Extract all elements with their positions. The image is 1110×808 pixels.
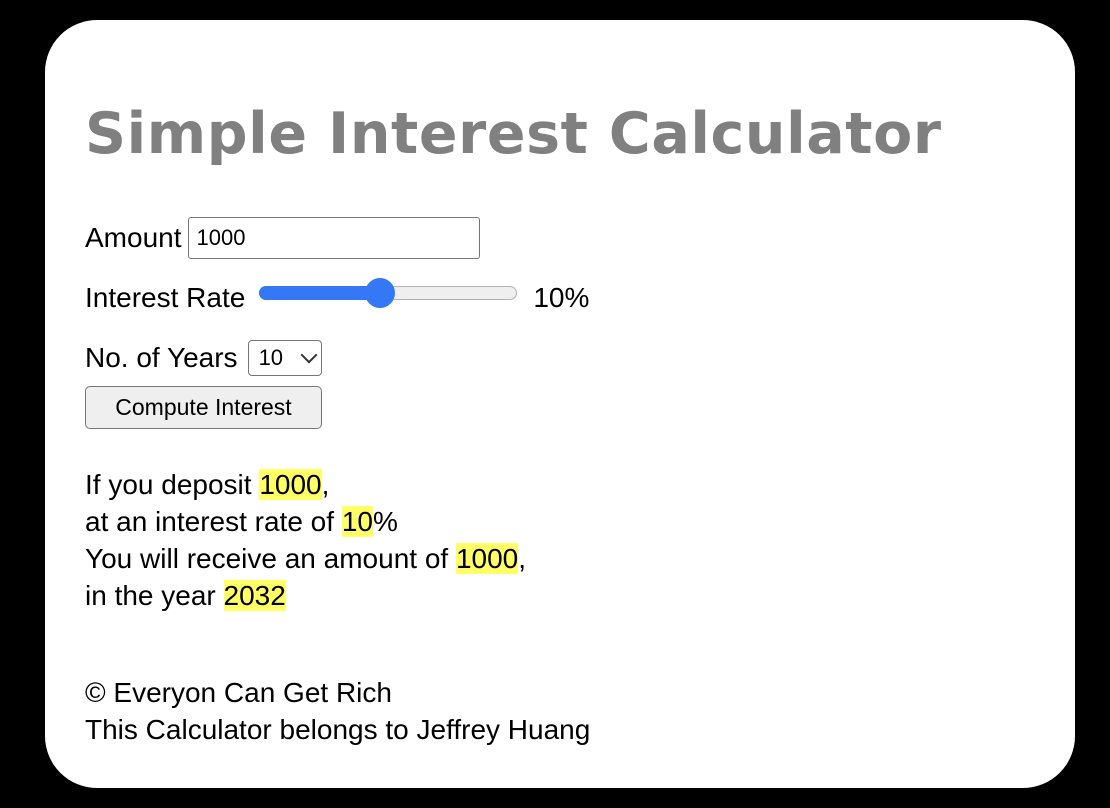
years-row: No. of Years 10 (85, 336, 322, 380)
interest-rate-row: Interest Rate 10% (85, 276, 589, 320)
deposit-amount: 1000 (259, 469, 322, 500)
amount-input[interactable] (187, 217, 480, 259)
years-selected-value: 10 (258, 345, 284, 370)
result-text: If you deposit 1000, at an interest rate… (85, 466, 526, 614)
copyright-text: © Everyon Can Get Rich (85, 677, 392, 708)
calculator-card: Simple Interest Calculator Amount Intere… (45, 20, 1075, 788)
result-line-year: in the year 2032 (85, 580, 286, 611)
result-rate: 10 (341, 506, 373, 537)
chevron-down-icon (300, 346, 318, 364)
compute-interest-button[interactable]: Compute Interest (85, 386, 322, 429)
interest-rate-value: 10% (533, 282, 590, 313)
amount-label: Amount (85, 222, 182, 253)
years-label: No. of Years (85, 342, 238, 373)
footer: © Everyon Can Get Rich This Calculator b… (85, 674, 590, 748)
result-line-receive: You will receive an amount of 1000, (85, 543, 527, 574)
result-year: 2032 (223, 580, 286, 611)
result-line-rate: at an interest rate of 10% (85, 506, 398, 537)
result-line-deposit: If you deposit 1000, (85, 469, 330, 500)
owner-text: This Calculator belongs to Jeffrey Huang (85, 714, 591, 745)
interest-rate-slider[interactable] (259, 278, 518, 308)
interest-rate-label: Interest Rate (85, 282, 246, 313)
slider-thumb[interactable] (365, 278, 396, 308)
years-select[interactable]: 10 (247, 340, 322, 376)
slider-fill (259, 286, 381, 300)
page-title: Simple Interest Calculator (85, 101, 942, 167)
receive-amount: 1000 (455, 543, 519, 574)
amount-row: Amount (85, 216, 480, 260)
